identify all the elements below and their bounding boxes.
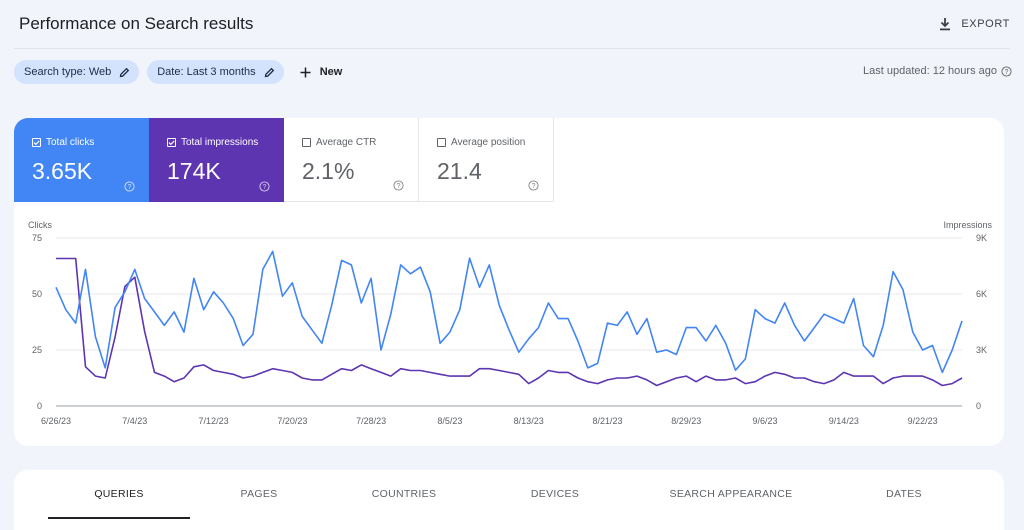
page-header: Performance on Search results EXPORT: [0, 0, 1024, 48]
metric-label: Average CTR: [316, 137, 377, 148]
x-tick-label: 8/29/23: [671, 416, 701, 426]
help-icon[interactable]: ?: [393, 180, 404, 191]
filter-bar: Search type: Web Date: Last 3 months New: [14, 60, 342, 84]
y-tick-label-right: 0: [976, 401, 981, 411]
y-tick-label-right: 6K: [976, 289, 987, 299]
edit-pencil-icon: [119, 67, 130, 77]
svg-text:?: ?: [397, 183, 401, 190]
x-tick-label: 8/21/23: [592, 416, 622, 426]
svg-text:?: ?: [1005, 68, 1009, 75]
export-button[interactable]: EXPORT: [939, 14, 1010, 34]
metric-value: 3.65K: [32, 158, 93, 184]
download-icon: [940, 18, 951, 31]
x-tick-label: 9/14/23: [829, 416, 859, 426]
x-tick-label: 7/20/23: [277, 416, 307, 426]
y-tick-label-left: 50: [32, 289, 42, 299]
metric-label: Total impressions: [181, 137, 259, 148]
tab-countries[interactable]: COUNTRIES: [371, 488, 437, 500]
metric-average-ctr[interactable]: Average CTR 2.1% ?: [284, 118, 419, 202]
plus-icon: [300, 67, 311, 77]
x-tick-label: 9/6/23: [753, 416, 778, 426]
metric-label: Average position: [451, 137, 526, 148]
checkbox-checked-icon[interactable]: [167, 138, 176, 147]
metric-value: 2.1%: [302, 158, 355, 184]
search-type-chip-label: Search type: Web: [24, 66, 112, 78]
svg-text:?: ?: [128, 184, 132, 191]
x-tick-label: 8/13/23: [514, 416, 544, 426]
new-filter-label: New: [319, 66, 343, 78]
edit-pencil-icon: [264, 67, 274, 77]
metric-tiles: Total clicks 3.65K ? Total impressions 1…: [14, 118, 554, 202]
left-axis-title: Clicks: [28, 220, 52, 230]
help-icon[interactable]: ?: [124, 181, 135, 192]
svg-text:?: ?: [532, 183, 536, 190]
tab-queries[interactable]: QUERIES: [94, 488, 144, 500]
checkbox-unchecked-icon[interactable]: [302, 138, 311, 147]
new-filter-button[interactable]: New: [300, 66, 343, 78]
tab-pages[interactable]: PAGES: [240, 488, 278, 500]
y-tick-label-left: 75: [32, 233, 42, 243]
tab-search-appearance[interactable]: SEARCH APPEARANCE: [669, 488, 793, 500]
header-divider: [14, 48, 1010, 49]
x-tick-label: 8/5/23: [437, 416, 462, 426]
last-updated: Last updated: 12 hours ago ?: [863, 65, 1012, 77]
line-chart[interactable]: 0 0 25 3K 50 6K 75 9K 6/26/23 7/4/23 7/12/23 7/20/2…: [14, 202, 1004, 446]
performance-chart: Clicks Impressions 0 0 25 3K 50 6K 75 9K 6/26/23…: [14, 202, 1004, 446]
series-line-clicks: [55, 250, 963, 374]
y-tick-label-right: 9K: [976, 233, 987, 243]
right-axis-title: Impressions: [943, 220, 992, 230]
active-tab-indicator: [48, 517, 190, 519]
dimension-tabs: QUERIES PAGES COUNTRIES DEVICES SEARCH A…: [14, 470, 1004, 530]
y-tick-label-right: 3K: [976, 345, 987, 355]
help-icon[interactable]: ?: [1001, 65, 1012, 77]
search-type-chip[interactable]: Search type: Web: [14, 60, 140, 84]
date-range-chip[interactable]: Date: Last 3 months: [147, 60, 284, 84]
x-tick-label: 9/22/23: [908, 416, 938, 426]
last-updated-text: Last updated: 12 hours ago: [863, 65, 997, 77]
metric-value: 21.4: [437, 158, 482, 184]
metric-total-impressions[interactable]: Total impressions 174K ?: [149, 118, 284, 202]
metric-average-position[interactable]: Average position 21.4 ?: [419, 118, 554, 202]
metric-label: Total clicks: [46, 137, 95, 148]
export-label: EXPORT: [961, 18, 1010, 30]
help-icon[interactable]: ?: [259, 181, 270, 192]
x-tick-label: 7/12/23: [199, 416, 229, 426]
date-range-chip-label: Date: Last 3 months: [157, 66, 256, 78]
tab-dates[interactable]: DATES: [886, 488, 922, 500]
svg-text:?: ?: [263, 184, 267, 191]
checkbox-unchecked-icon[interactable]: [437, 138, 446, 147]
x-tick-label: 7/28/23: [356, 416, 386, 426]
y-tick-label-left: 25: [32, 345, 42, 355]
help-icon[interactable]: ?: [528, 180, 539, 191]
x-tick-label: 7/4/23: [122, 416, 147, 426]
tab-devices[interactable]: DEVICES: [530, 488, 580, 500]
checkbox-checked-icon[interactable]: [32, 138, 41, 147]
metric-value: 174K: [167, 158, 221, 184]
metric-total-clicks[interactable]: Total clicks 3.65K ?: [14, 118, 149, 202]
x-tick-label: 6/26/23: [41, 416, 71, 426]
series-line-impressions: [56, 257, 963, 387]
page-title: Performance on Search results: [19, 14, 254, 33]
performance-card: Total clicks 3.65K ? Total impressions 1…: [14, 118, 1004, 446]
y-tick-label-left: 0: [37, 401, 42, 411]
